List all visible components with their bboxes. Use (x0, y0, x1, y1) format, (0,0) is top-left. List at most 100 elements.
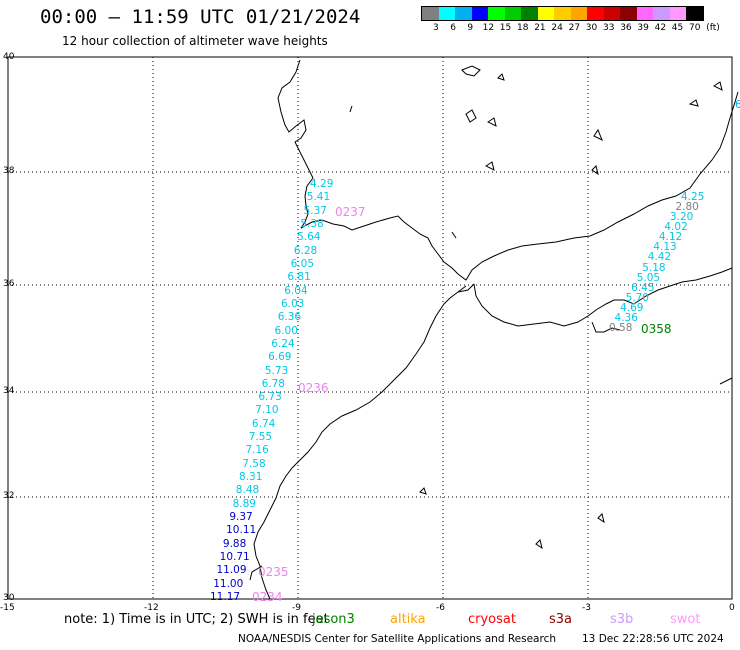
swh-value-label: 10.71 (219, 551, 250, 564)
color-legend: 3 6 9 12 15 18 21 24 27 30 33 36 39 42 45 70 (ft) (421, 6, 720, 35)
swh-value-label: 6.81 (287, 271, 311, 284)
sat-s3a: s3a (549, 612, 573, 627)
lat-label-38: 38 (3, 166, 15, 176)
legend-label: 33 (603, 23, 615, 33)
pass-label-0358: 0358 (641, 322, 672, 336)
swh-value-label: 7.10 (255, 404, 279, 417)
legend-label: 24 (551, 23, 563, 33)
legend-swatch-bar (421, 6, 704, 21)
swh-value-label: 4.29 (310, 178, 334, 190)
legend-swatch (587, 7, 604, 20)
legend-label: 3 (433, 23, 439, 33)
legend-swatch (438, 7, 455, 20)
pass-label-0235: 0235 (258, 565, 289, 579)
swh-value-label: 7.58 (242, 457, 266, 470)
swh-value-label: 8.89 (232, 497, 256, 510)
swh-value-label: 9.37 (229, 511, 253, 524)
swh-value-label: 8.48 (235, 484, 260, 497)
legend-swatch (636, 7, 653, 20)
lon-label-15w: -15 (0, 603, 15, 613)
legend-swatch (521, 7, 538, 20)
lat-label-32: 32 (3, 491, 15, 501)
legend-swatch (570, 7, 587, 20)
pass-label-0237: 0237 (335, 205, 366, 219)
swh-value-label: 5.64 (297, 231, 321, 244)
swh-value-label: 4.13 (653, 241, 677, 254)
coastline (249, 59, 739, 600)
swh-value-label: 11.09 (216, 564, 247, 577)
swh-value-label: 6.00 (274, 324, 298, 337)
credit-line: NOAA/NESDIS Center for Satellite Applica… (238, 633, 556, 645)
swh-value-label: 4.12 (658, 231, 683, 244)
legend-swatch (504, 7, 521, 20)
legend-label: 27 (568, 23, 581, 33)
swh-value-label: 10.11 (226, 524, 257, 537)
legend-tick-labels: 3 6 9 12 15 18 21 24 27 30 33 36 39 42 45 70 (ft) (421, 21, 720, 35)
legend-label: 30 (585, 23, 598, 33)
swh-value-label: 9.88 (222, 537, 247, 550)
lat-label-36: 36 (3, 279, 15, 289)
swh-value-label: 8.31 (239, 471, 263, 484)
swh-value-label: 4.69 (620, 301, 644, 314)
swh-value-label: 6.78 (261, 377, 285, 390)
lat-label-40: 40 (3, 52, 15, 62)
legend-label: 12 (482, 23, 495, 33)
legend-swatch (669, 7, 686, 20)
swh-value-label: 5.73 (264, 364, 289, 377)
sat-altika: altika (390, 612, 426, 627)
legend-swatch (455, 7, 472, 20)
legend-label: 42 (654, 23, 667, 33)
legend-label: 9 (467, 23, 474, 33)
legend-label: (ft) (706, 23, 720, 33)
sat-jason3: jason3 (312, 612, 355, 627)
legend-label: 36 (620, 23, 632, 33)
swh-value-label: 11.17 (210, 591, 241, 603)
swh-value-label: 6.28 (293, 244, 318, 257)
swh-value-label: 5.38 (300, 217, 324, 230)
legend-swatch (471, 7, 488, 20)
swh-value-label: 2.80 (675, 201, 699, 214)
swh-value-label: 6.24 (271, 337, 295, 350)
sat-s3b: s3b (610, 612, 634, 627)
page-title: 00:00 – 11:59 UTC 01/21/2024 (40, 6, 361, 28)
swh-value-label: 5.37 (303, 204, 327, 217)
legend-label: 21 (534, 23, 546, 33)
legend-swatch (537, 7, 554, 20)
lon-label-6w: -6 (436, 603, 445, 613)
legend-label: 39 (637, 23, 649, 33)
swh-value-label: 5.05 (636, 271, 661, 284)
swh-value-label: 6.36 (277, 311, 302, 324)
sat-cryosat: cryosat (468, 612, 516, 627)
pass-label-0234: 0234 (252, 590, 283, 604)
lon-label-9w: -9 (292, 603, 301, 613)
legend-label: 18 (517, 23, 529, 33)
lon-label-3w: -3 (582, 603, 591, 613)
legend-label: 6 (450, 23, 456, 33)
pass-label-0236: 0236 (298, 381, 329, 395)
swh-value-label: 6.05 (290, 257, 315, 270)
lat-label-30: 30 (3, 593, 15, 603)
legend-swatch (422, 7, 439, 20)
swh-value-label: 5.18 (642, 261, 666, 274)
swh-value-label: 6.04 (284, 284, 308, 297)
legend-swatch (653, 7, 670, 20)
legend-swatch (686, 7, 703, 20)
swh-value-label: 6.74 (251, 417, 276, 430)
page-subtitle: 12 hour collection of altimeter wave hei… (62, 34, 328, 48)
legend-label: 15 (499, 23, 512, 33)
swh-value-label: 7.55 (248, 431, 273, 444)
plot-frame (7, 56, 733, 600)
sat-swot: swot (670, 612, 701, 627)
swh-value-label: 4.02 (664, 221, 688, 234)
generated-timestamp: 13 Dec 22:28:56 UTC 2024 (582, 633, 724, 645)
swh-value-label: 5.41 (306, 191, 331, 204)
lat-label-34: 34 (3, 386, 15, 396)
swh-value-label: 6.03 (280, 297, 305, 310)
swh-value-label: 4.42 (647, 251, 672, 264)
swh-value-label: 4.36 (614, 311, 638, 324)
legend-swatch (603, 7, 620, 20)
swh-value-label: 0.58 (609, 322, 633, 334)
lon-label-12w: -12 (144, 603, 159, 613)
